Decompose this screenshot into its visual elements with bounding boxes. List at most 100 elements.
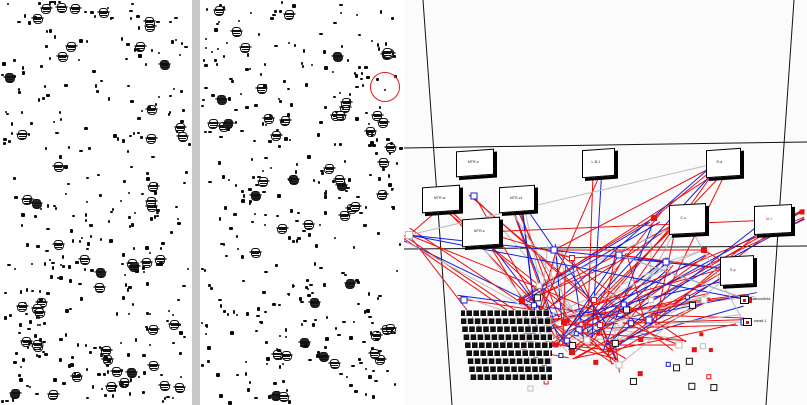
pedestrian-dot: [396, 270, 398, 272]
parking-cell: [503, 365, 511, 373]
pedestrian-dot: [68, 307, 72, 310]
pedestrian-dot: [261, 290, 266, 294]
pedestrian-dot: [218, 135, 223, 138]
parking-cell: [535, 349, 543, 357]
pedestrian-dot: [158, 95, 161, 98]
pedestrian-dot: [44, 352, 49, 356]
pedestrian-dot: [92, 384, 95, 389]
parking-cell: [535, 310, 543, 317]
pedestrian-dot: [323, 105, 327, 109]
pedestrian-dot: [99, 238, 102, 242]
network-edge: [586, 218, 805, 337]
parking-cell: [541, 341, 549, 349]
pedestrian-dot: [111, 393, 114, 398]
network-node-marker: [708, 348, 713, 353]
pedestrian-dot: [354, 85, 359, 88]
network-node-marker: [701, 247, 707, 253]
pedestrian-dot: [6, 113, 9, 116]
network-edge: [534, 161, 606, 324]
agent-marker: [277, 392, 291, 403]
pedestrian-dot: [377, 232, 380, 235]
pedestrian-dot: [385, 369, 389, 372]
pedestrian-dot: [176, 298, 180, 301]
parking-cell: [525, 373, 533, 381]
pedestrian-dot: [132, 132, 135, 136]
pedestrian-dot: [77, 282, 82, 285]
parking-grid: [461, 310, 552, 385]
pedestrian-dot: [356, 280, 360, 284]
agent-marker: [93, 283, 106, 294]
pedestrian-dot: [179, 351, 183, 355]
pedestrian-dot: [337, 197, 341, 200]
pedestrian-dot: [130, 100, 135, 104]
pedestrian-dot: [322, 49, 326, 54]
pedestrian-dot: [39, 64, 43, 68]
pedestrian-dot: [45, 93, 50, 97]
parking-cell: [513, 341, 521, 349]
zone-box[interactable]: [669, 203, 706, 235]
parking-cell: [537, 357, 545, 365]
pedestrian-dot: [30, 122, 34, 126]
pedestrian-dot: [74, 372, 77, 375]
parking-cell: [497, 373, 506, 381]
pedestrian-dot: [38, 337, 42, 342]
agent-marker: [146, 324, 160, 336]
pedestrian-dot: [285, 327, 288, 332]
pedestrian-dot: [121, 36, 124, 41]
pedestrian-dot: [340, 12, 342, 15]
pedestrian-dot: [26, 328, 31, 331]
parking-cell: [472, 349, 480, 357]
pedestrian-dot: [305, 278, 309, 282]
parking-cell: [500, 310, 508, 317]
network-node-marker: [530, 302, 537, 309]
parking-cell: [479, 310, 487, 317]
network-node-marker: [620, 301, 627, 308]
pedestrian-dot: [201, 105, 204, 108]
network-edge: [553, 161, 723, 251]
pedestrian-dot: [300, 344, 303, 347]
pedestrian-dot: [46, 291, 51, 295]
pedestrian-dot: [39, 290, 42, 294]
pedestrian-dot: [313, 262, 316, 267]
parking-cell: [487, 357, 496, 365]
pedestrian-dot: [5, 400, 10, 402]
parking-cell: [499, 341, 507, 349]
zone-box[interactable]: [754, 204, 792, 235]
parking-cell: [551, 357, 552, 365]
parking-cell: [461, 325, 469, 333]
pedestrian-dot: [324, 66, 329, 71]
pedestrian-dot: [53, 34, 56, 39]
pedestrian-dot: [119, 383, 124, 386]
legend-label: transit-1: [754, 319, 767, 323]
pedestrian-dot: [128, 10, 133, 13]
pedestrian-dot: [210, 286, 214, 290]
parking-cell: [503, 325, 511, 333]
pedestrian-dot: [86, 242, 90, 247]
parking-cell: [518, 333, 527, 341]
pedestrian-dot: [381, 167, 385, 171]
parking-cell: [489, 365, 497, 373]
pedestrian-dot: [28, 21, 32, 26]
pedestrian-dot: [33, 334, 37, 339]
agent-marker: [31, 13, 45, 25]
pedestrian-dot: [201, 267, 205, 270]
pedestrian-dot: [290, 102, 294, 107]
pedestrian-dot: [250, 220, 254, 223]
agent-marker: [39, 3, 53, 15]
pedestrian-dot: [85, 176, 89, 179]
pedestrian-dot: [263, 62, 266, 66]
pedestrian-dot: [304, 343, 309, 348]
pedestrian-dot: [281, 119, 285, 123]
agent-marker: [78, 255, 92, 266]
zone-box[interactable]: [720, 255, 754, 286]
pedestrian-dot: [154, 103, 157, 106]
pedestrian-dot: [213, 27, 218, 32]
pedestrian-dot: [341, 116, 344, 120]
pedestrian-dot: [48, 28, 52, 33]
zone-box[interactable]: [706, 147, 741, 179]
pedestrian-dot: [342, 184, 345, 188]
pedestrian-dot: [134, 212, 137, 215]
pedestrian-dot: [155, 263, 160, 266]
network-node-marker: [675, 341, 683, 349]
agent-marker: [376, 117, 390, 129]
